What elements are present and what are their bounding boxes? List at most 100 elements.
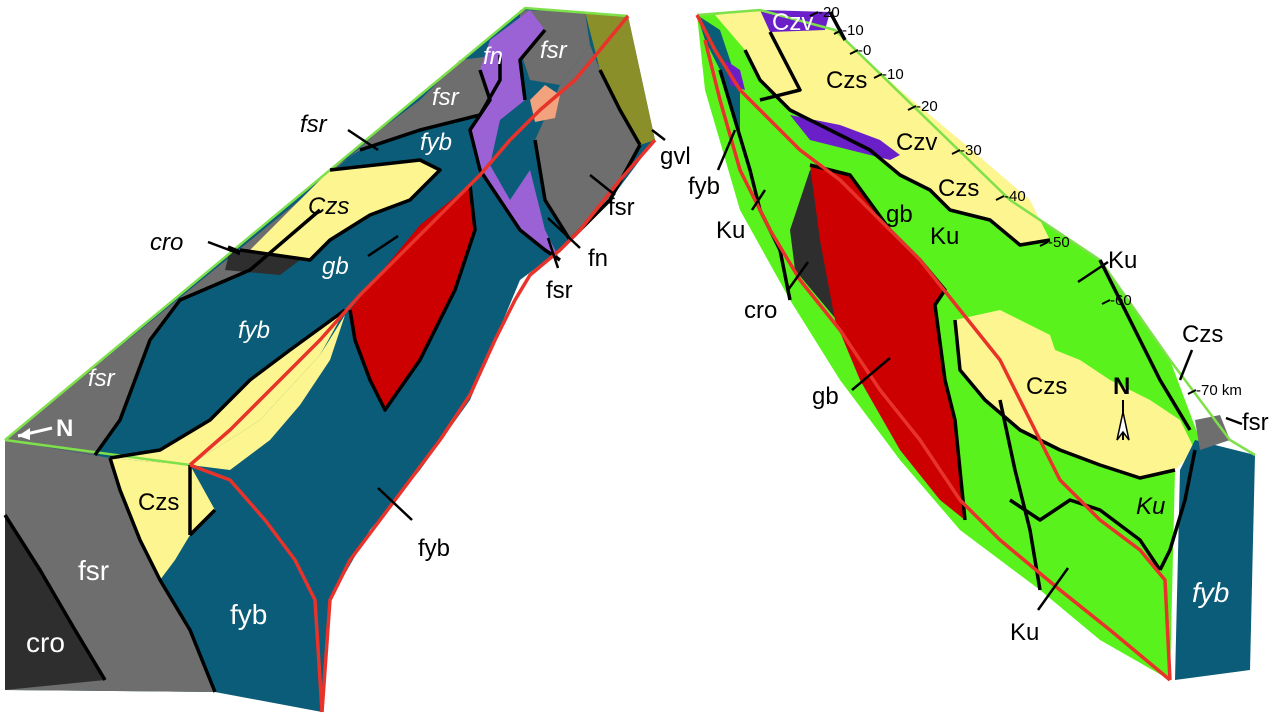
left-label-fyb-top: fyb bbox=[420, 129, 452, 156]
left-callout-fn: fn bbox=[588, 245, 608, 272]
left-label-czs-top: Czs bbox=[308, 193, 349, 220]
right-callout-gb: gb bbox=[812, 383, 839, 410]
left-label-fyb-mid: fyb bbox=[238, 317, 270, 344]
right-block-czs-top bbox=[715, 10, 1050, 245]
left-block-contact-5 bbox=[109, 308, 347, 460]
scale-tick-mark bbox=[1101, 299, 1111, 305]
left-callout-gvl: gvl bbox=[660, 143, 691, 170]
scale-tick-label: -10 bbox=[882, 66, 904, 83]
right-block-czs-big bbox=[955, 310, 1195, 478]
right-lead-ku-left bbox=[750, 189, 767, 211]
scale-tick-label: -20 bbox=[818, 4, 840, 21]
left-lead-cro bbox=[207, 240, 241, 256]
right-label-czs-mid: Czs bbox=[938, 175, 979, 202]
left-block-fault-top bbox=[188, 14, 630, 467]
left-label-czs-front: Czs bbox=[138, 489, 179, 516]
right-callout-fyb: fyb bbox=[688, 173, 720, 200]
left-block-fault-right bbox=[320, 138, 657, 713]
left-lead-gb bbox=[367, 234, 399, 258]
left-label-fyb-front: fyb bbox=[230, 599, 267, 630]
scale-tick-mark bbox=[1039, 241, 1049, 247]
scale-tick-mark bbox=[907, 105, 917, 111]
right-lead-czs-right bbox=[1178, 349, 1194, 381]
left-label-fsr-outside: fsr bbox=[300, 111, 328, 138]
right-callout-ku-bottom: Ku bbox=[1010, 619, 1039, 646]
right-block-czv-left bbox=[725, 60, 745, 90]
right-callout-ku-right: Ku bbox=[1108, 247, 1137, 274]
right-block-top-edge bbox=[696, 8, 1256, 457]
left-block-contact-4 bbox=[348, 184, 477, 412]
right-callout-cro: cro bbox=[744, 297, 777, 324]
left-label-fsr-upper: fsr bbox=[432, 84, 460, 111]
left-label-fsr-front: fsr bbox=[78, 555, 109, 586]
left-label-fsr-top: fsr bbox=[540, 37, 568, 64]
right-block-ku-body bbox=[697, 10, 1200, 680]
scale-tick-mark bbox=[951, 149, 961, 155]
scale-tick-label: -30 bbox=[960, 142, 982, 159]
right-lead-cro bbox=[786, 261, 810, 291]
left-lead-fyb bbox=[377, 487, 413, 521]
right-label-czs-top: Czs bbox=[826, 67, 867, 94]
scale-tick-label: -50 bbox=[1048, 234, 1070, 251]
right-block-contact-3 bbox=[809, 163, 967, 521]
left-callout-fsr-right: fsr bbox=[608, 194, 635, 221]
right-label-czv-mid: Czv bbox=[896, 129, 937, 156]
left-lead-fn bbox=[547, 217, 581, 249]
left-lead-fsr-outside bbox=[347, 128, 379, 152]
right-label-fyb-front: fyb bbox=[1192, 577, 1229, 608]
left-block-cro-sliver bbox=[225, 250, 300, 275]
scale-tick-mark bbox=[809, 11, 819, 17]
scale-tick-label: -20 bbox=[916, 98, 938, 115]
right-lead-ku-bottom bbox=[1036, 567, 1070, 611]
right-label-ku-front: Ku bbox=[1136, 493, 1165, 520]
right-scale-ticks: -20-10-0-10-20-30-40-50-60-70 km bbox=[809, 4, 1242, 399]
left-label-cro-front: cro bbox=[26, 627, 65, 658]
right-block-fsr-corner bbox=[1195, 415, 1230, 450]
scale-tick-label: -0 bbox=[858, 42, 871, 59]
left-block-czs-wedge-inner bbox=[190, 315, 345, 470]
left-block-contact-14 bbox=[227, 245, 241, 254]
right-label-ku-top: Ku bbox=[930, 223, 959, 250]
left-label-fsr-left: fsr bbox=[88, 365, 116, 392]
scale-tick-mark bbox=[849, 49, 859, 55]
left-north-label: N bbox=[56, 415, 73, 442]
left-lead-fsr-right bbox=[589, 174, 616, 196]
left-block-fsr-upper bbox=[300, 55, 500, 200]
right-block-contact-1 bbox=[743, 49, 1051, 247]
left-block-gb-unit bbox=[350, 185, 475, 410]
right-block-contact-6 bbox=[1158, 449, 1197, 571]
left-block-top-edge bbox=[4, 6, 629, 441]
right-block-contact-8 bbox=[718, 69, 792, 301]
left-block-contact-1 bbox=[93, 208, 322, 457]
right-lead-fyb bbox=[716, 129, 737, 171]
right-label-czv-top: Czv bbox=[772, 9, 813, 36]
left-block-fn-unit bbox=[470, 10, 560, 260]
left-lead-gvl bbox=[651, 129, 666, 141]
scale-tick-mark bbox=[833, 29, 843, 35]
scale-tick-label: -60 bbox=[1110, 292, 1132, 309]
left-label-fn: fn bbox=[483, 43, 503, 70]
right-lead-fsr bbox=[1225, 416, 1243, 426]
left-label-cro-outside: cro bbox=[150, 229, 183, 256]
scale-tick-mark bbox=[995, 195, 1005, 201]
left-block-front-cro bbox=[5, 515, 105, 690]
left-lead-fsr-low bbox=[546, 237, 560, 269]
left-block-contact-12 bbox=[518, 28, 547, 101]
right-north-arrow: N bbox=[1113, 373, 1130, 441]
right-block-diagram: N Czv Czs Czv Czs gb Ku Czs Ku fyb fyb K… bbox=[688, 4, 1269, 682]
right-lead-gb bbox=[851, 357, 891, 391]
left-block-contact-6 bbox=[108, 457, 217, 693]
right-block-contact-9 bbox=[759, 31, 802, 102]
right-block-contact-7 bbox=[998, 399, 1042, 591]
left-callout-fyb: fyb bbox=[418, 535, 450, 562]
left-block-contact-2 bbox=[239, 158, 442, 262]
right-north-label: N bbox=[1113, 373, 1130, 400]
right-block-front-fyb bbox=[1175, 440, 1255, 680]
left-label-gb: gb bbox=[322, 253, 349, 280]
left-block-contact-10 bbox=[598, 69, 642, 146]
scale-tick-label: -10 bbox=[842, 22, 864, 39]
right-block-contact-10 bbox=[828, 11, 847, 41]
left-block-fault-front bbox=[189, 463, 324, 713]
